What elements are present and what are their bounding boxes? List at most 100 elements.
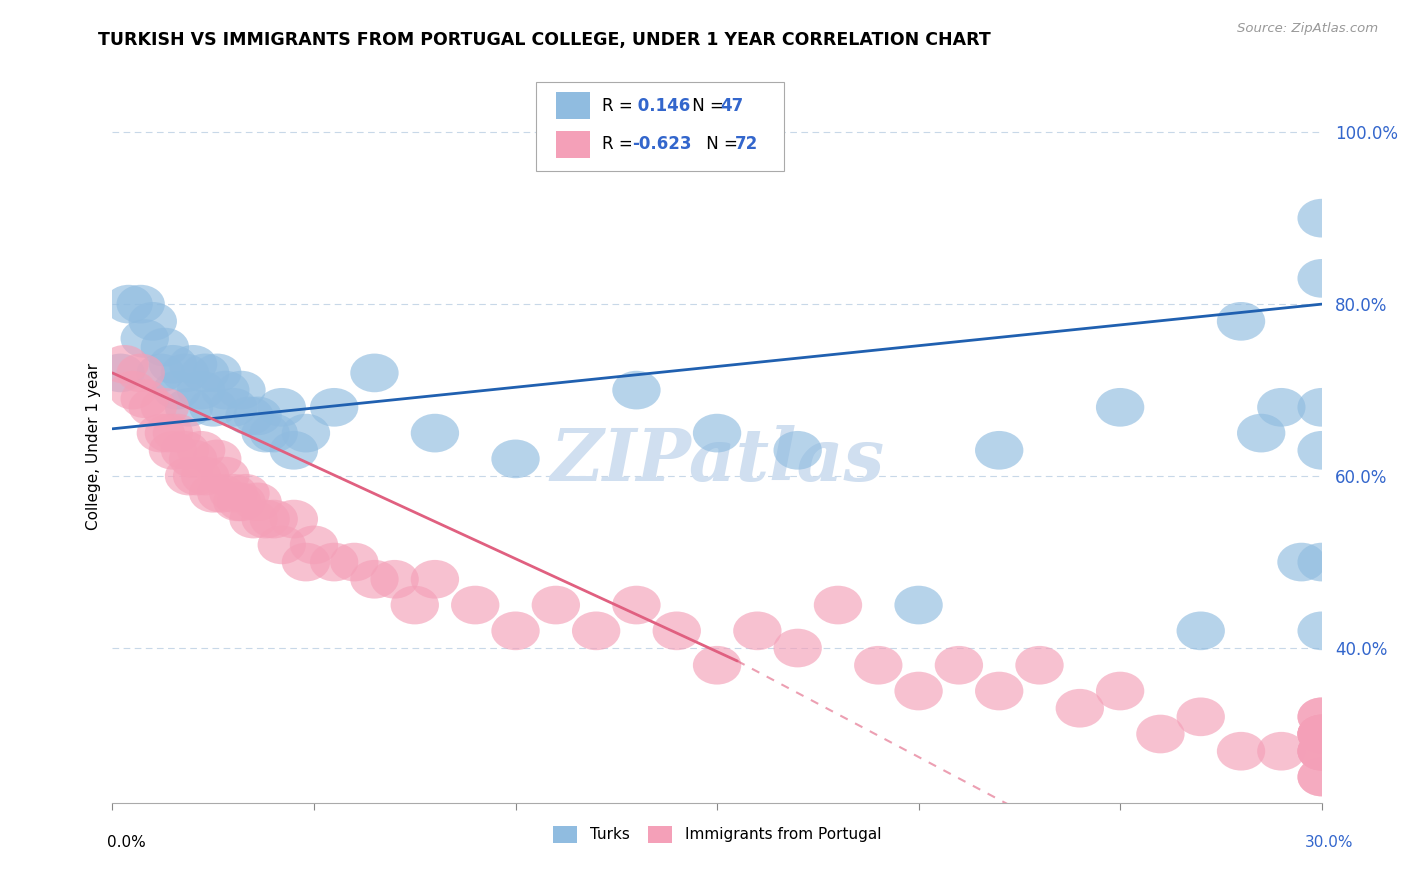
Ellipse shape — [141, 388, 188, 426]
Ellipse shape — [281, 414, 330, 452]
Ellipse shape — [1056, 689, 1104, 728]
Ellipse shape — [894, 672, 943, 710]
Ellipse shape — [153, 371, 201, 409]
Ellipse shape — [1298, 431, 1346, 470]
Text: 0.146: 0.146 — [633, 96, 690, 114]
Ellipse shape — [257, 525, 307, 565]
Ellipse shape — [141, 327, 188, 367]
Ellipse shape — [257, 388, 307, 426]
Ellipse shape — [693, 414, 741, 452]
Ellipse shape — [136, 353, 186, 392]
Ellipse shape — [188, 474, 238, 513]
Ellipse shape — [1177, 698, 1225, 736]
Ellipse shape — [1298, 714, 1346, 754]
Ellipse shape — [97, 353, 145, 392]
Ellipse shape — [201, 371, 249, 409]
Ellipse shape — [160, 431, 209, 470]
Text: 72: 72 — [735, 136, 758, 153]
Ellipse shape — [173, 457, 221, 495]
Text: 47: 47 — [721, 96, 744, 114]
Ellipse shape — [193, 440, 242, 478]
Ellipse shape — [330, 542, 378, 582]
Ellipse shape — [197, 474, 246, 513]
Text: N =: N = — [702, 136, 744, 153]
Ellipse shape — [1298, 612, 1346, 650]
Ellipse shape — [693, 646, 741, 684]
Ellipse shape — [121, 319, 169, 358]
Ellipse shape — [1298, 731, 1346, 771]
Text: 30.0%: 30.0% — [1305, 836, 1353, 850]
Legend: Turks, Immigrants from Portugal: Turks, Immigrants from Portugal — [547, 820, 887, 848]
Ellipse shape — [612, 371, 661, 409]
Ellipse shape — [1298, 714, 1346, 754]
Ellipse shape — [652, 612, 702, 650]
Ellipse shape — [309, 542, 359, 582]
Ellipse shape — [290, 525, 339, 565]
Ellipse shape — [249, 500, 298, 539]
Ellipse shape — [1298, 731, 1346, 771]
Ellipse shape — [1298, 698, 1346, 736]
Ellipse shape — [1298, 714, 1346, 754]
FancyBboxPatch shape — [536, 82, 783, 171]
Ellipse shape — [350, 353, 399, 392]
Text: TURKISH VS IMMIGRANTS FROM PORTUGAL COLLEGE, UNDER 1 YEAR CORRELATION CHART: TURKISH VS IMMIGRANTS FROM PORTUGAL COLL… — [98, 31, 991, 49]
Ellipse shape — [169, 345, 218, 384]
Ellipse shape — [145, 414, 193, 452]
Ellipse shape — [491, 612, 540, 650]
Ellipse shape — [853, 646, 903, 684]
Ellipse shape — [1277, 542, 1326, 582]
Ellipse shape — [1298, 731, 1346, 771]
Ellipse shape — [218, 371, 266, 409]
Ellipse shape — [117, 353, 165, 392]
Ellipse shape — [177, 431, 225, 470]
Ellipse shape — [117, 285, 165, 324]
Ellipse shape — [1136, 714, 1185, 754]
Ellipse shape — [1257, 731, 1306, 771]
Ellipse shape — [974, 672, 1024, 710]
Ellipse shape — [773, 431, 823, 470]
Ellipse shape — [249, 414, 298, 452]
Ellipse shape — [391, 586, 439, 624]
Ellipse shape — [104, 285, 153, 324]
Ellipse shape — [209, 388, 257, 426]
Ellipse shape — [201, 457, 249, 495]
Ellipse shape — [1216, 302, 1265, 341]
FancyBboxPatch shape — [557, 130, 591, 158]
Ellipse shape — [160, 353, 209, 392]
Ellipse shape — [935, 646, 983, 684]
FancyBboxPatch shape — [557, 92, 591, 120]
Ellipse shape — [181, 457, 229, 495]
Y-axis label: College, Under 1 year: College, Under 1 year — [86, 362, 101, 530]
Ellipse shape — [1237, 414, 1285, 452]
Ellipse shape — [451, 586, 499, 624]
Ellipse shape — [108, 371, 157, 409]
Ellipse shape — [411, 414, 460, 452]
Ellipse shape — [169, 440, 218, 478]
Ellipse shape — [773, 629, 823, 667]
Ellipse shape — [209, 474, 257, 513]
Ellipse shape — [128, 302, 177, 341]
Ellipse shape — [233, 483, 281, 521]
Ellipse shape — [214, 483, 262, 521]
Ellipse shape — [128, 388, 177, 426]
Ellipse shape — [411, 560, 460, 599]
Ellipse shape — [974, 431, 1024, 470]
Ellipse shape — [242, 414, 290, 452]
Text: Source: ZipAtlas.com: Source: ZipAtlas.com — [1237, 22, 1378, 36]
Text: R =: R = — [602, 96, 638, 114]
Ellipse shape — [1177, 612, 1225, 650]
Ellipse shape — [1298, 542, 1346, 582]
Ellipse shape — [572, 612, 620, 650]
Ellipse shape — [149, 431, 197, 470]
Ellipse shape — [149, 345, 197, 384]
Ellipse shape — [1015, 646, 1064, 684]
Ellipse shape — [894, 586, 943, 624]
Ellipse shape — [1298, 714, 1346, 754]
Ellipse shape — [309, 388, 359, 426]
Ellipse shape — [612, 586, 661, 624]
Ellipse shape — [1298, 259, 1346, 298]
Text: -0.623: -0.623 — [633, 136, 692, 153]
Ellipse shape — [221, 474, 270, 513]
Ellipse shape — [491, 440, 540, 478]
Ellipse shape — [188, 388, 238, 426]
